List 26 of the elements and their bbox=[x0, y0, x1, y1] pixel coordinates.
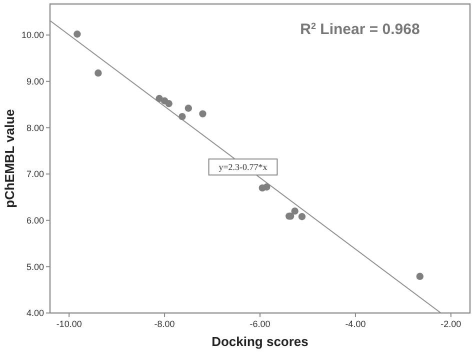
x-tick-label: -8.00 bbox=[154, 319, 175, 329]
point bbox=[263, 183, 270, 191]
y-axis-title: pChEMBL value bbox=[2, 109, 17, 208]
point bbox=[291, 207, 298, 215]
x-tick-label: -4.00 bbox=[345, 319, 366, 329]
y-tick-label: 7.00 bbox=[26, 169, 44, 180]
x-axis-title: Docking scores bbox=[212, 334, 308, 349]
x-tick-label: -2.00 bbox=[440, 319, 462, 329]
point bbox=[416, 272, 424, 280]
annotation: y=2.3-0.77*x bbox=[218, 162, 268, 172]
point bbox=[184, 104, 192, 112]
point bbox=[165, 100, 172, 108]
y-tick-label: 6.00 bbox=[26, 215, 44, 226]
y-tick-label: 5.00 bbox=[26, 262, 44, 272]
x-tick-label: -10.00 bbox=[56, 319, 82, 329]
point bbox=[74, 30, 81, 38]
point bbox=[178, 112, 186, 120]
point bbox=[94, 69, 102, 77]
y-tick-label: 8.00 bbox=[26, 122, 44, 133]
point bbox=[298, 213, 306, 220]
x-tick-label: -6.00 bbox=[250, 319, 270, 329]
annotation: R$^{2}$ Linear = 0.968 bbox=[300, 21, 420, 38]
y-tick-label: 9.00 bbox=[26, 76, 44, 87]
point bbox=[199, 110, 206, 118]
y-tick-label: 10.00 bbox=[21, 30, 44, 40]
y-tick-label: 4.00 bbox=[26, 308, 44, 318]
